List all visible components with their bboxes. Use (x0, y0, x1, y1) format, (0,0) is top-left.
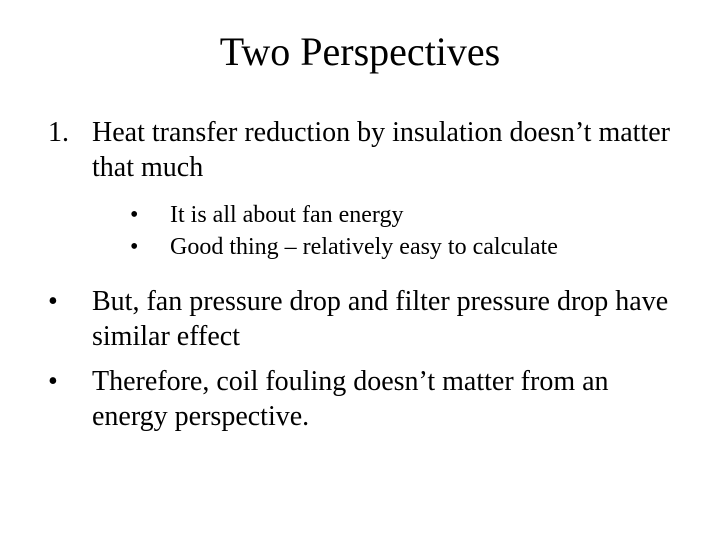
bullet-marker: • (48, 364, 92, 434)
slide: Two Perspectives 1. Heat transfer reduct… (0, 0, 720, 540)
list-item: • It is all about fan energy (130, 199, 680, 231)
bullet-marker: • (130, 231, 170, 263)
slide-title: Two Perspectives (40, 28, 680, 75)
list-item: • But, fan pressure drop and filter pres… (48, 284, 680, 354)
main-bullet-list: • But, fan pressure drop and filter pres… (48, 284, 680, 434)
list-item: • Therefore, coil fouling doesn’t matter… (48, 364, 680, 434)
bullet-text: Therefore, coil fouling doesn’t matter f… (92, 364, 680, 434)
bullet-text: But, fan pressure drop and filter pressu… (92, 284, 680, 354)
bullet-text: It is all about fan energy (170, 199, 403, 231)
numbered-text: Heat transfer reduction by insulation do… (92, 115, 680, 185)
numbered-list-item: 1. Heat transfer reduction by insulation… (48, 115, 680, 185)
list-item: • Good thing – relatively easy to calcul… (130, 231, 680, 263)
bullet-marker: • (130, 199, 170, 231)
bullet-marker: • (48, 284, 92, 354)
sub-bullet-list: • It is all about fan energy • Good thin… (130, 199, 680, 264)
bullet-text: Good thing – relatively easy to calculat… (170, 231, 558, 263)
numbered-marker: 1. (48, 115, 92, 185)
